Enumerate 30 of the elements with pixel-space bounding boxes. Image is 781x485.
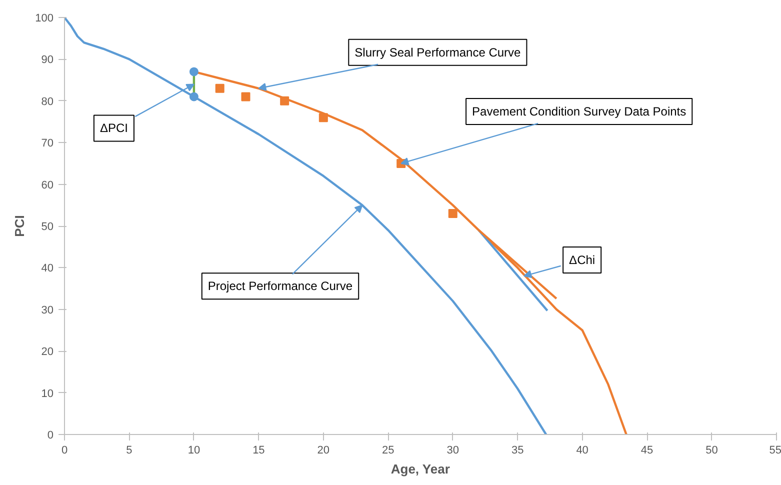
y-tick-label: 80 <box>41 96 54 108</box>
y-tick-label: 60 <box>41 179 54 192</box>
y-tick-label: 70 <box>41 138 54 150</box>
y-tick-label: 20 <box>41 346 54 358</box>
x-tick-label: 45 <box>640 444 654 456</box>
x-tick-label: 50 <box>706 444 718 456</box>
y-tick-label: 10 <box>41 388 54 400</box>
x-axis-title: Age, Year <box>390 462 450 476</box>
y-tick-label: 100 <box>35 12 54 24</box>
x-tick-label: 40 <box>576 444 588 456</box>
x-tick-label: 0 <box>61 444 68 456</box>
y-axis-title: PCI <box>12 215 28 237</box>
y-tick-label: 40 <box>41 262 54 275</box>
annotation: Slurry Seal Performance Curve <box>354 45 522 60</box>
x-tick-label: 20 <box>317 444 330 456</box>
annotation: Pavement Condition Survey Data Points <box>472 104 686 118</box>
x-tick-label: 10 <box>188 444 200 456</box>
x-tick-label: 25 <box>382 444 394 456</box>
y-tick-label: 50 <box>41 221 54 233</box>
y-tick-label: 90 <box>41 54 54 66</box>
y-tick-label: 30 <box>41 304 54 316</box>
x-tick-label: 15 <box>252 444 265 456</box>
x-tick-label: 30 <box>446 444 459 456</box>
annotation: Project Performance Curve <box>208 279 353 294</box>
x-tick-label: 55 <box>769 444 781 456</box>
y-tick-label: 0 <box>47 430 54 442</box>
x-tick-label: 35 <box>511 444 524 456</box>
x-tick-label: 5 <box>126 444 132 456</box>
annotation: ΔPCI <box>100 121 128 136</box>
annotation: ΔChi <box>569 253 596 268</box>
